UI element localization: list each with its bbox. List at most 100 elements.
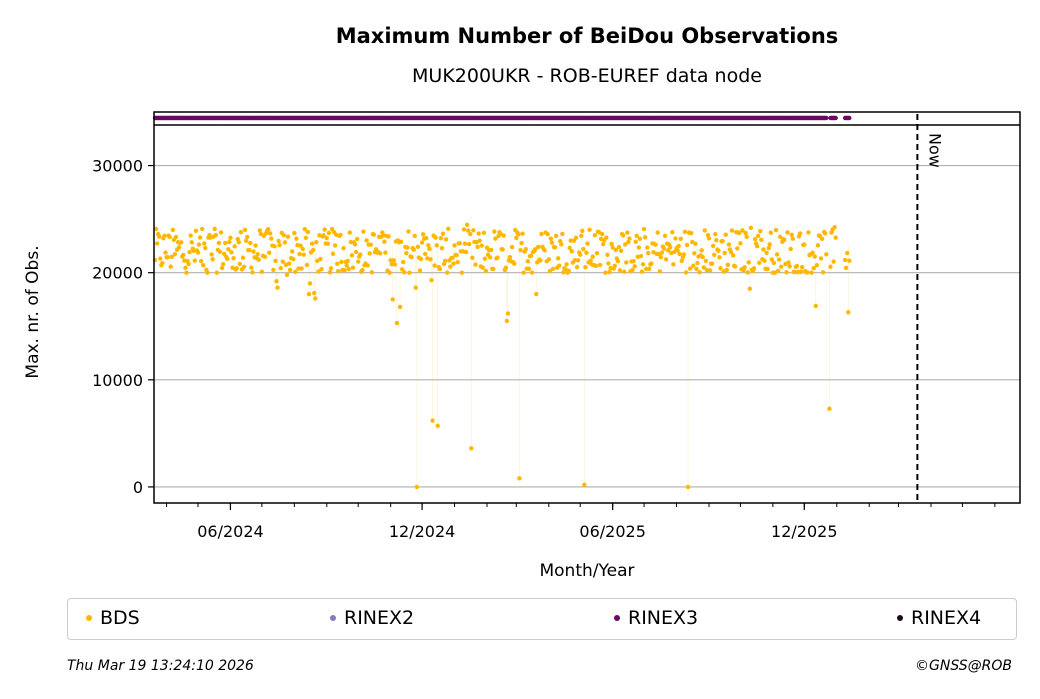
bds-point: [738, 241, 743, 246]
bds-point: [582, 482, 587, 487]
bds-point: [676, 243, 681, 249]
bds-point: [501, 233, 506, 238]
bds-point: [811, 266, 816, 271]
bds-point: [361, 229, 366, 234]
bds-point: [751, 266, 757, 271]
bds-point: [625, 230, 630, 235]
bds-point: [526, 266, 532, 272]
bds-point: [314, 240, 319, 245]
bds-point: [662, 233, 668, 239]
bds-point: [434, 243, 439, 248]
bds-point: [545, 231, 550, 237]
bds-point: [214, 270, 220, 275]
bds-point: [812, 254, 817, 259]
now-marker-label: Now: [925, 133, 944, 168]
bds-point: [569, 249, 575, 254]
bds-point: [634, 233, 639, 239]
bds-point: [767, 242, 772, 247]
bds-point: [673, 236, 678, 241]
bds-point: [668, 244, 673, 250]
bds-point: [552, 245, 558, 250]
bds-point: [493, 236, 498, 241]
bds-point: [814, 263, 820, 268]
bds-point: [843, 265, 849, 271]
bds-point: [157, 234, 162, 239]
bds-point: [162, 233, 167, 238]
bds-point: [720, 239, 725, 244]
bds-point: [365, 263, 370, 268]
bds-point: [641, 226, 647, 232]
bds-point: [746, 260, 751, 265]
bds-point: [179, 240, 184, 245]
bds-point: [713, 231, 718, 237]
bds-point: [609, 241, 614, 247]
bds-point: [724, 267, 729, 273]
bds-point: [332, 243, 338, 248]
bds-point: [813, 303, 819, 309]
bds-point: [439, 245, 445, 251]
bds-point: [158, 256, 163, 261]
bds-point: [663, 257, 669, 262]
bds-point: [339, 259, 344, 265]
bds-point: [306, 291, 312, 297]
bds-point: [344, 263, 349, 268]
bds-point: [276, 238, 281, 244]
bds-point: [272, 244, 277, 249]
x-tick-label: 06/2025: [579, 522, 645, 541]
bds-point: [495, 255, 500, 260]
bds-point: [845, 250, 850, 256]
bds-point: [226, 247, 231, 252]
bds-point: [572, 257, 578, 263]
bds-point: [199, 226, 205, 232]
bds-point: [290, 249, 295, 254]
bds-point: [747, 286, 753, 291]
bds-point: [561, 270, 566, 275]
bds-point: [700, 254, 705, 260]
bds-point: [769, 257, 775, 262]
bds-point: [828, 264, 833, 269]
bds-point: [730, 253, 736, 258]
bds-point: [280, 259, 286, 264]
bds-point: [391, 258, 396, 263]
bds-point: [567, 245, 572, 251]
bds-point: [784, 270, 789, 275]
bds-point: [440, 231, 446, 236]
bds-point: [487, 255, 493, 260]
bds-point: [712, 252, 717, 257]
bds-point: [390, 297, 395, 302]
bds-point: [281, 232, 287, 238]
bds-point: [251, 249, 256, 254]
bds-point: [452, 243, 457, 248]
bds-point: [210, 257, 215, 262]
bds-point: [771, 260, 777, 266]
bds-point: [294, 236, 299, 241]
bds-point: [482, 256, 488, 261]
bds-point: [833, 235, 838, 240]
bds-point: [292, 230, 297, 236]
bds-point: [477, 238, 482, 243]
bds-point: [693, 241, 698, 246]
bds-point: [776, 257, 782, 262]
rinex-band: [152, 115, 852, 121]
bds-point: [296, 266, 301, 271]
bds-point: [409, 254, 414, 260]
bds-point: [610, 245, 615, 250]
bds-point: [757, 260, 762, 265]
bds-point: [604, 235, 609, 240]
bds-point: [229, 250, 234, 255]
bds-point: [580, 228, 585, 234]
bds-point: [471, 228, 476, 233]
bds-point: [754, 243, 760, 249]
bds-point: [257, 228, 262, 233]
bds-point: [679, 258, 684, 263]
bds-point: [205, 270, 210, 275]
bds-point: [794, 263, 800, 269]
bds-point: [536, 244, 541, 250]
bds-point: [479, 243, 484, 248]
bds-point: [346, 266, 351, 272]
bds-point: [464, 222, 470, 228]
bds-point: [406, 229, 411, 234]
bds-point: [407, 270, 412, 275]
chart-subtitle: MUK200UKR - ROB-EUREF data node: [412, 65, 762, 87]
bds-point: [202, 241, 207, 246]
